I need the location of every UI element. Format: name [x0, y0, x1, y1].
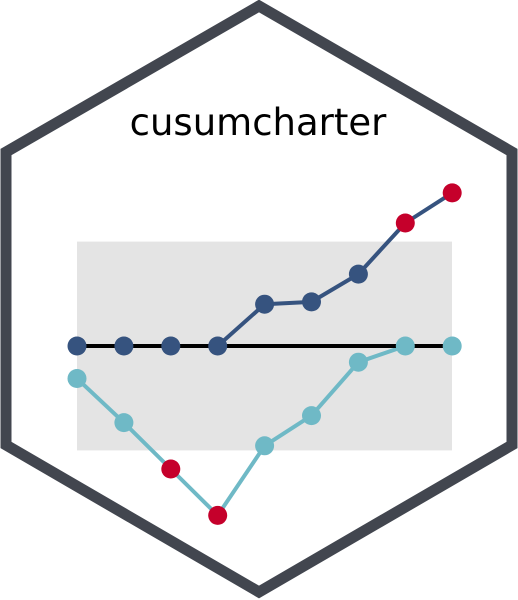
- lower-point-9: [442, 336, 462, 356]
- cusum-plot: [67, 183, 462, 525]
- lower-point-1: [67, 369, 87, 388]
- lower-point-8: [395, 336, 415, 356]
- lower-point-3-out-of-control: [161, 459, 181, 479]
- upper-point-4: [208, 336, 228, 356]
- lower-point-7: [348, 352, 368, 372]
- upper-point-3: [161, 336, 181, 356]
- upper-point-7: [348, 264, 368, 284]
- logo-title: cusumcharter: [130, 101, 388, 144]
- lower-point-5: [255, 436, 275, 456]
- lower-point-2: [114, 413, 134, 433]
- upper-point-5: [255, 294, 275, 314]
- lower-point-4-out-of-control: [208, 505, 228, 525]
- upper-point-6: [302, 292, 321, 312]
- upper-point-8-out-of-control: [395, 213, 415, 233]
- lower-point-6: [302, 406, 321, 426]
- upper-point-9-out-of-control: [442, 183, 462, 203]
- upper-point-2: [114, 336, 134, 356]
- upper-point-1: [67, 336, 87, 356]
